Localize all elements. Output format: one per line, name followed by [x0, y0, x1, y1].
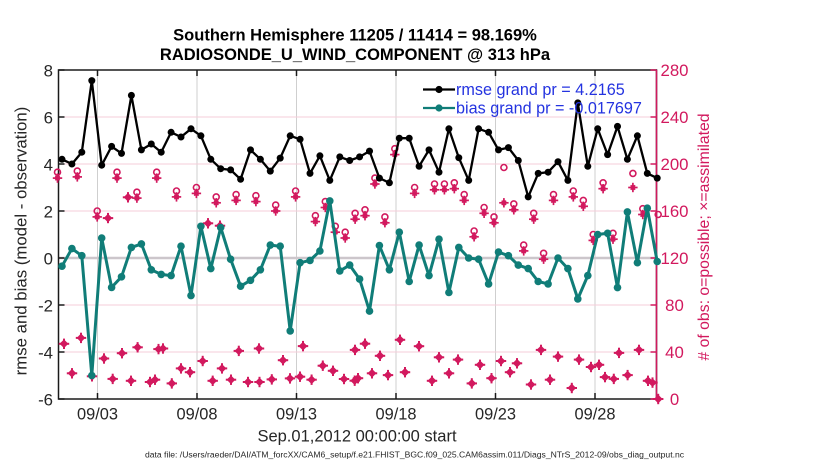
svg-text:09/18: 09/18: [375, 406, 416, 424]
svg-text:09/13: 09/13: [276, 406, 317, 424]
svg-text:200: 200: [661, 155, 689, 174]
svg-text:Southern Hemisphere 11205 / 11: Southern Hemisphere 11205 / 11414 = 98.1…: [173, 27, 537, 45]
svg-text:-4: -4: [38, 343, 53, 362]
svg-text:160: 160: [661, 202, 689, 221]
svg-text:40: 40: [665, 343, 684, 362]
svg-text:Sep.01,2012 00:00:00 start: Sep.01,2012 00:00:00 start: [257, 428, 456, 446]
svg-text:09/28: 09/28: [574, 406, 615, 424]
svg-text:0: 0: [44, 249, 53, 268]
svg-text:8: 8: [44, 61, 53, 80]
svg-text:6: 6: [44, 108, 53, 127]
svg-text:09/08: 09/08: [176, 406, 217, 424]
svg-text:80: 80: [665, 296, 684, 315]
svg-text:0: 0: [670, 390, 679, 409]
svg-text:2: 2: [44, 202, 53, 221]
svg-text:09/23: 09/23: [475, 406, 516, 424]
svg-text:data file: /Users/raeder/DAI/A: data file: /Users/raeder/DAI/ATM_forcXX/…: [145, 450, 685, 460]
svg-text:-6: -6: [38, 390, 53, 409]
svg-text:120: 120: [661, 249, 689, 268]
svg-text:rmse grand pr = 4.2165: rmse grand pr = 4.2165: [456, 81, 625, 99]
svg-text:bias grand pr = -0.017697: bias grand pr = -0.017697: [456, 100, 642, 118]
svg-text:280: 280: [661, 61, 689, 80]
svg-text:RADIOSONDE_U_WIND_COMPONENT @: RADIOSONDE_U_WIND_COMPONENT @ 313 hPa: [160, 46, 551, 64]
svg-text:240: 240: [661, 108, 689, 127]
svg-text:rmse and bias (model - observa: rmse and bias (model - observation): [12, 107, 31, 376]
svg-text:-2: -2: [38, 296, 53, 315]
svg-text:4: 4: [44, 155, 53, 174]
svg-text:# of obs: o=possible; ×=assimi: # of obs: o=possible; ×=assimilated: [696, 113, 713, 360]
svg-text:09/03: 09/03: [77, 406, 118, 424]
